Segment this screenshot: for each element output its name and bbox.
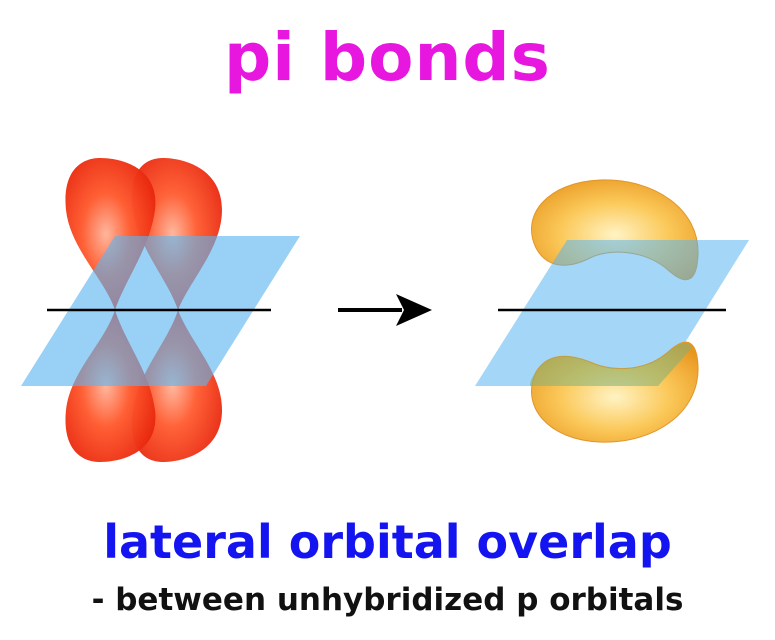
- nodal-plane-right: [475, 240, 749, 386]
- pi-bond-diagram: [21, 158, 749, 462]
- subtitle: lateral orbital overlap: [103, 515, 672, 569]
- pi-orbital-lower-lobe-overlap: [530, 343, 692, 386]
- caption: - between unhybridized p orbitals: [91, 582, 684, 618]
- slide-title: pi bonds: [224, 19, 551, 96]
- right-arrow-icon: [338, 294, 432, 326]
- p-orbital-left-upper-lobe: [65, 158, 156, 310]
